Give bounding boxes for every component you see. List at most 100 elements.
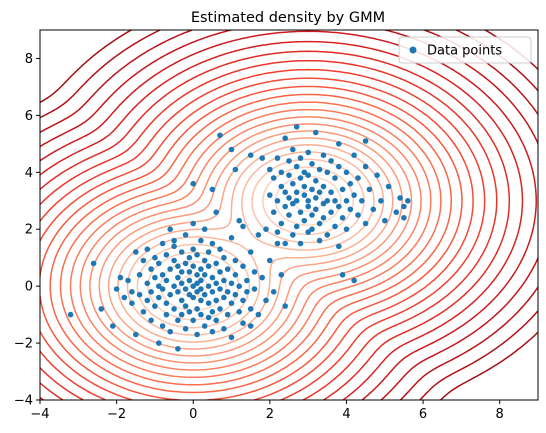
data-point: [309, 161, 315, 167]
data-point: [370, 206, 377, 213]
data-point: [236, 309, 242, 315]
data-point: [324, 232, 331, 238]
data-point: [167, 291, 173, 298]
data-point: [221, 326, 227, 332]
data-point: [201, 291, 208, 298]
data-point: [198, 266, 204, 272]
data-point: [236, 283, 242, 290]
x-tick-label: 6: [419, 407, 427, 422]
data-point: [270, 289, 277, 295]
data-point: [305, 203, 312, 210]
data-point: [156, 260, 162, 267]
data-point: [355, 175, 361, 181]
data-point: [270, 175, 277, 181]
data-point: [309, 226, 315, 232]
data-point: [159, 323, 166, 329]
data-point: [297, 175, 304, 181]
data-point: [301, 217, 308, 224]
data-point: [194, 272, 200, 278]
data-point: [339, 186, 346, 193]
data-point: [240, 297, 246, 304]
data-point: [332, 198, 338, 204]
data-point: [140, 257, 147, 264]
data-point: [324, 169, 331, 176]
data-point: [313, 195, 319, 201]
data-point: [240, 223, 246, 230]
data-point: [355, 212, 361, 218]
data-point: [343, 169, 350, 176]
data-point: [182, 232, 189, 238]
data-point: [320, 215, 327, 221]
data-point: [236, 217, 242, 224]
data-point: [301, 183, 308, 190]
data-point: [362, 220, 369, 227]
data-point: [290, 200, 296, 207]
data-point: [324, 198, 331, 204]
y-tick-label: −2: [14, 337, 33, 352]
data-point: [240, 263, 246, 270]
data-point: [251, 286, 258, 292]
data-point: [209, 289, 216, 295]
data-point: [182, 303, 189, 309]
data-point: [247, 249, 254, 255]
data-point: [113, 286, 120, 292]
data-point: [217, 306, 223, 312]
y-tick-label: 6: [25, 109, 33, 124]
data-point: [232, 291, 239, 298]
data-point: [129, 289, 135, 295]
data-point: [293, 198, 300, 204]
data-point: [290, 232, 296, 238]
data-point: [178, 269, 185, 275]
data-point: [247, 306, 254, 312]
data-point: [186, 277, 193, 284]
data-point: [148, 289, 154, 295]
data-point: [171, 257, 177, 264]
data-point: [339, 272, 346, 278]
data-point: [201, 226, 208, 232]
data-point: [270, 209, 277, 215]
data-point: [359, 198, 365, 204]
data-point: [278, 169, 285, 176]
contour-line: [40, 30, 537, 400]
data-point: [328, 209, 334, 215]
data-point: [320, 183, 327, 190]
data-point: [251, 269, 258, 275]
data-point: [286, 195, 292, 201]
data-point: [175, 274, 181, 281]
data-point: [259, 274, 266, 281]
data-point: [347, 206, 354, 213]
data-point: [316, 237, 323, 244]
data-point: [228, 300, 235, 307]
data-point: [182, 286, 189, 292]
data-point: [316, 220, 323, 227]
contour-line: [40, 85, 463, 400]
contour-line: [40, 77, 474, 400]
contour-line: [40, 68, 486, 400]
data-point: [213, 209, 219, 215]
data-point: [305, 198, 312, 204]
data-point: [194, 252, 200, 258]
contour-line: [40, 59, 498, 400]
data-points-layer: [67, 124, 411, 352]
data-point: [205, 300, 212, 307]
data-point: [336, 203, 342, 210]
data-point: [405, 198, 411, 204]
data-point: [205, 314, 212, 321]
data-point: [290, 180, 296, 187]
data-point: [374, 172, 380, 178]
legend-box: [398, 36, 532, 64]
data-point: [320, 152, 327, 158]
data-point: [201, 323, 208, 329]
data-point: [178, 280, 185, 287]
data-point: [297, 240, 304, 247]
contour-line: [40, 50, 511, 400]
data-point: [171, 243, 177, 250]
data-point: [129, 300, 135, 307]
chart-title: Estimated density by GMM: [191, 10, 385, 26]
data-point: [110, 323, 116, 329]
data-point: [167, 266, 173, 272]
data-point: [351, 152, 357, 158]
data-point: [244, 277, 250, 284]
data-point: [378, 198, 384, 204]
data-point: [362, 163, 369, 170]
